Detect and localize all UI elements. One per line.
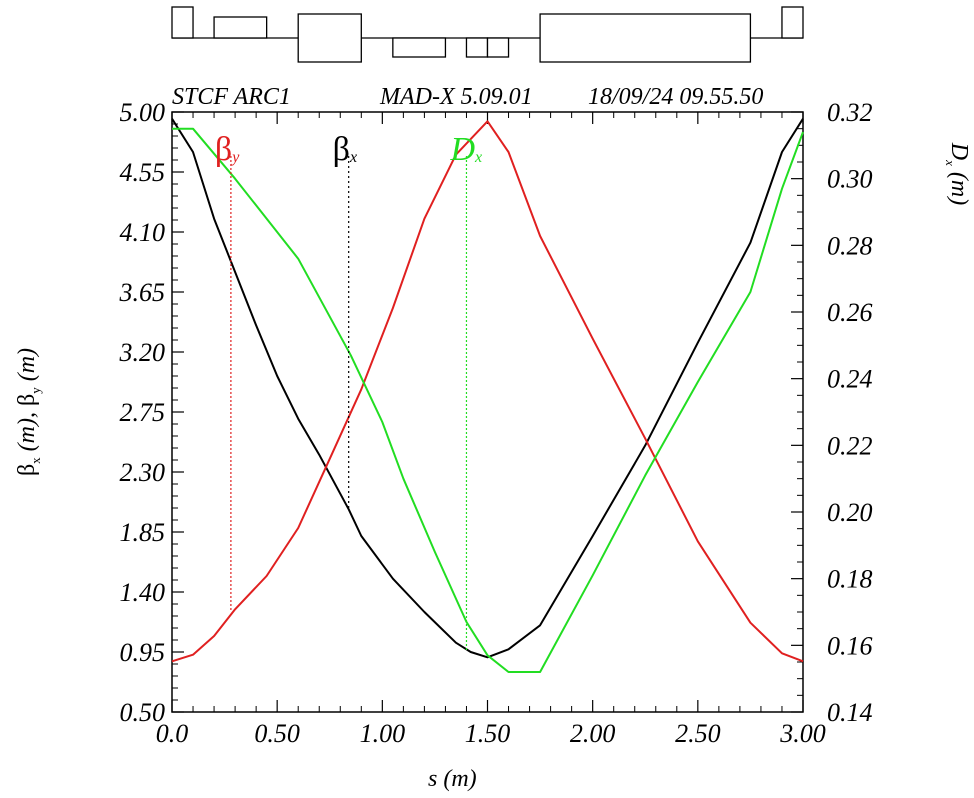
y-right-tick-label: 0.20 bbox=[827, 498, 873, 527]
series-lines bbox=[171, 118, 804, 673]
lattice-bend bbox=[539, 13, 752, 63]
header-center: MAD-X 5.09.01 bbox=[379, 84, 533, 110]
x-tick-label: 3.00 bbox=[779, 719, 826, 748]
x-tick-label: 1.00 bbox=[360, 719, 406, 748]
lattice-defquad bbox=[392, 37, 447, 58]
y-right-tick-label: 0.30 bbox=[827, 165, 873, 194]
series-dx-line bbox=[172, 127, 804, 673]
y-left-tick-label: 0.50 bbox=[120, 698, 166, 727]
x-tick-label: 2.00 bbox=[570, 719, 616, 748]
header-left: STCF ARC1 bbox=[172, 84, 291, 110]
series-y-line bbox=[171, 120, 804, 663]
y-left-tick-label: 1.85 bbox=[120, 518, 166, 547]
y-right-tick-label: 0.14 bbox=[827, 698, 873, 727]
x-tick-label: 2.50 bbox=[675, 719, 721, 748]
y-axis-left-title: βx (m), βy (m) bbox=[14, 348, 43, 476]
y-right-tick-label: 0.26 bbox=[827, 298, 873, 327]
legend: βy βx Dx bbox=[215, 131, 482, 650]
y-right-tick-label: 0.24 bbox=[827, 365, 873, 394]
plot-frame bbox=[171, 111, 804, 713]
y-left-tick-label: 4.10 bbox=[120, 218, 166, 247]
lattice-quad bbox=[213, 16, 268, 39]
legend-label: βx bbox=[333, 131, 357, 168]
axis-ticks: 0.0 0.50 1.00 1.50 2.00 2.50 3.000.500.951.401… bbox=[119, 98, 873, 748]
y-left-tick-label: 2.75 bbox=[120, 398, 166, 427]
x-tick-label: 1.50 bbox=[465, 719, 511, 748]
y-axis-right-title: Dx (m) bbox=[943, 142, 972, 205]
y-right-tick-label: 0.32 bbox=[827, 98, 873, 127]
y-right-tick-label: 0.28 bbox=[827, 231, 873, 260]
y-left-tick-label: 0.95 bbox=[120, 638, 166, 667]
lattice-bend bbox=[781, 6, 804, 39]
y-left-tick-label: 3.20 bbox=[119, 338, 166, 367]
series-x-line bbox=[171, 118, 804, 659]
y-right-tick-label: 0.22 bbox=[827, 431, 873, 460]
legend-label: Dx bbox=[449, 131, 482, 168]
y-left-tick-label: 1.40 bbox=[120, 578, 166, 607]
y-left-tick-label: 3.65 bbox=[119, 278, 166, 307]
lattice-layout bbox=[171, 6, 804, 63]
lattice-bend bbox=[297, 13, 362, 63]
header-right: 18/09/24 09.55.50 bbox=[588, 84, 763, 110]
x-tick-label: 0.0 bbox=[156, 719, 189, 748]
y-left-tick-label: 4.55 bbox=[120, 158, 166, 187]
lattice-bend bbox=[171, 6, 194, 39]
legend-label: βy bbox=[215, 131, 240, 168]
y-right-tick-label: 0.18 bbox=[827, 565, 873, 594]
lattice-defquad bbox=[486, 37, 510, 58]
y-left-tick-label: 2.30 bbox=[120, 458, 166, 487]
y-left-tick-label: 5.00 bbox=[120, 98, 166, 127]
x-axis-title: s (m) bbox=[428, 766, 477, 792]
lattice-defquad bbox=[465, 37, 489, 58]
x-tick-label: 0.50 bbox=[254, 719, 300, 748]
y-right-tick-label: 0.16 bbox=[827, 631, 873, 660]
